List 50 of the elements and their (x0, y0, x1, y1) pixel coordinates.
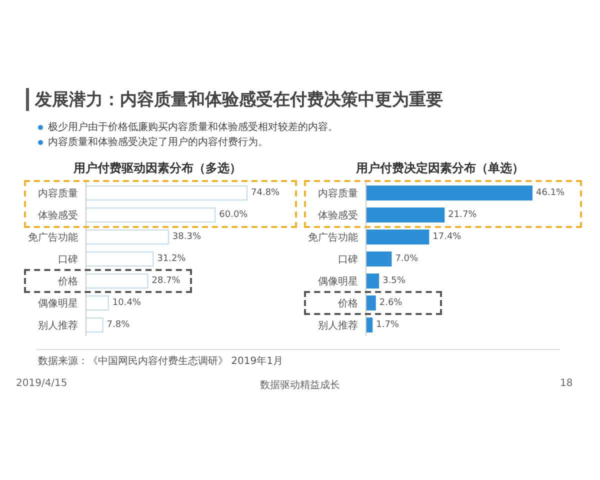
y-tick-label: 偶像明星 (38, 298, 78, 310)
bar (86, 318, 104, 332)
data-label: 74.8% (251, 188, 280, 198)
y-tick-label: 偶像明星 (318, 276, 358, 288)
data-label: 31.2% (157, 254, 186, 264)
y-tick-label: 口碑 (58, 254, 78, 266)
text: 极少用户由于价格低廉购买内容质量和体验感受相对较差的内容。 (47, 120, 338, 134)
text: 18 (560, 378, 573, 389)
y-tick-label: 免广告功能 (308, 232, 358, 244)
bar (366, 252, 392, 266)
chart-title: 用户付费驱动因素分布（多选） (72, 160, 242, 177)
data-label: 1.7% (376, 320, 400, 330)
text: 内容质量和体验感受决定了用户的内容付费行为。 (47, 136, 268, 149)
bar (366, 274, 380, 288)
bar (86, 230, 169, 244)
data-label: 17.4% (432, 232, 462, 242)
y-tick-label: 口碑 (338, 254, 358, 266)
data-label: 28.7% (152, 276, 181, 286)
y-tick-label: 别人推荐 (38, 320, 78, 332)
y-tick-label: 价格 (57, 276, 78, 288)
bar (86, 186, 248, 200)
bar (86, 296, 109, 310)
chart-title: 用户付费决定因素分布（单选） (355, 160, 525, 177)
bar (86, 274, 148, 288)
data-label: 21.7% (448, 210, 478, 220)
text: 发展潜力：内容质量和体验感受在付费决策中更为重要 (26, 88, 443, 111)
bar (86, 252, 154, 266)
data-label: 3.5% (382, 276, 406, 286)
text: 2019/4/15 (16, 378, 68, 389)
y-tick-label: 别人推荐 (318, 320, 358, 332)
data-label: 46.1% (536, 188, 566, 198)
y-tick-label: 内容质量 (38, 188, 78, 200)
bar (366, 186, 532, 200)
y-tick-label: 体验感受 (318, 210, 358, 222)
data-label: 60.0% (219, 210, 248, 220)
text: 数据驱动精益成长 (259, 378, 341, 392)
data-label: 10.4% (112, 298, 142, 308)
bar (86, 208, 216, 222)
y-tick-label: 内容质量 (318, 188, 358, 200)
bar (366, 230, 430, 244)
y-tick-label: 价格 (337, 298, 358, 310)
bar (366, 296, 376, 310)
data-label: 7.0% (395, 254, 419, 264)
data-label: 2.6% (379, 298, 403, 308)
data-label: 7.8% (106, 320, 130, 330)
data-label: 38.3% (172, 232, 202, 242)
y-tick-label: 体验感受 (38, 210, 78, 222)
y-tick-label: 免广告功能 (28, 232, 78, 244)
source-note: 数据来源：《中国网民内容付费生态调研》 2019年1月 (38, 354, 283, 368)
bar (366, 208, 445, 222)
